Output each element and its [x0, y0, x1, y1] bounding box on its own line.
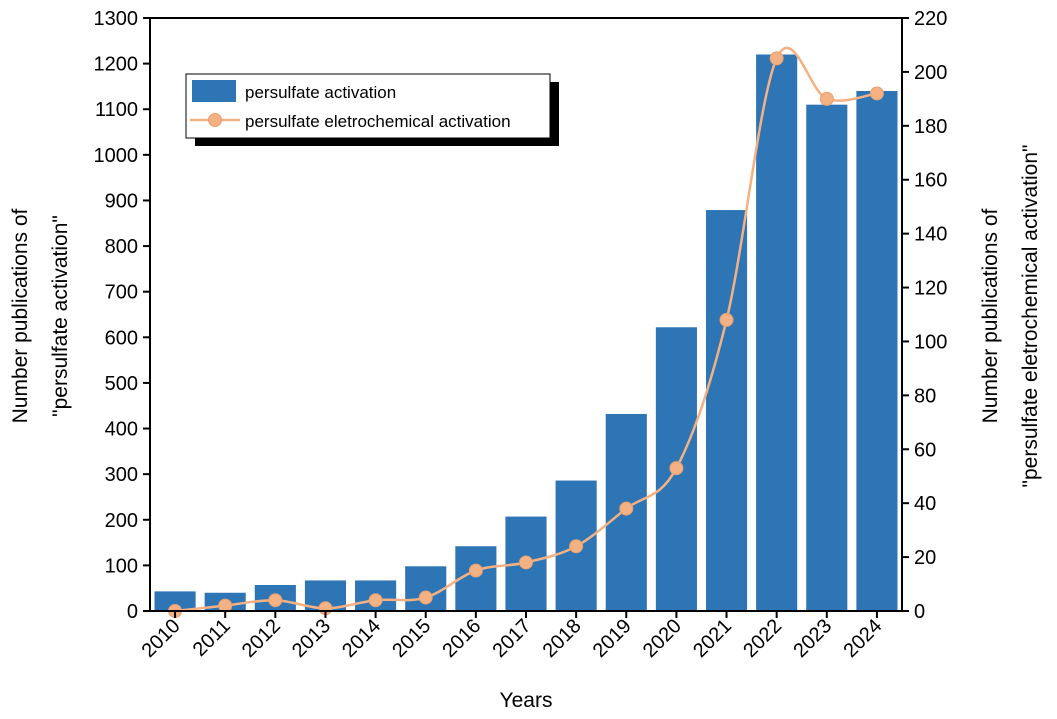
legend-label-line: persulfate eletrochemical activation [245, 112, 511, 131]
x-tick-labels: 2010 2011 2012 2013 2014 2015 2016 2017 2018 2019… [138, 615, 887, 662]
left-y-tick-label: 500 [105, 373, 138, 395]
legend-label-bar: persulfate activation [245, 83, 396, 102]
x-tick-label: 2022 [739, 615, 786, 662]
right-y-tick-label: 100 [914, 331, 947, 353]
left-y-tick-label: 1000 [94, 145, 139, 167]
left-y-tick-label: 1200 [94, 54, 139, 76]
legend-swatch-bar [192, 80, 236, 102]
legend-box [185, 73, 551, 139]
legend: persulfate activation persulfate eletroc… [185, 73, 559, 146]
left-y-tick-label: 100 [105, 555, 138, 577]
right-y-tick-labels: 0 20 40 60 80 100 120 140 160 180 200 220 [914, 8, 947, 623]
bar-2022 [756, 54, 798, 611]
right-y-tick-label: 200 [914, 62, 947, 84]
bar-2024 [856, 90, 898, 611]
line-point-2017 [519, 555, 533, 570]
x-tick-label: 2021 [689, 615, 736, 662]
axes [143, 17, 909, 618]
line-point-2023 [819, 91, 834, 106]
left-y-tick-label: 400 [105, 419, 138, 441]
line-point-2012 [268, 593, 283, 608]
x-tick-label: 2017 [489, 615, 536, 662]
right-y-tick-label: 140 [914, 224, 947, 246]
x-tick-label: 2011 [189, 615, 235, 661]
bar-2010 [154, 591, 196, 611]
x-tick-label: 2013 [288, 615, 335, 662]
x-tick-label: 2019 [589, 615, 636, 662]
right-y-axis-title: Number publications of "persulfate eletr… [979, 145, 1042, 488]
x-tick-label: 2016 [438, 615, 485, 662]
x-axis-title: Years [500, 689, 553, 712]
right-y-tick-label: 160 [914, 170, 947, 192]
line-point-2014 [368, 593, 383, 608]
line-point-2022 [769, 51, 784, 66]
left-y-tick-label: 300 [105, 464, 138, 486]
left-y-tick-label: 600 [105, 327, 138, 349]
left-y-tick-label: 800 [105, 236, 138, 258]
bar-2023 [806, 104, 848, 612]
x-tick-label: 2020 [639, 615, 686, 662]
right-y-tick-label: 60 [914, 439, 936, 461]
right-y-tick-label: 120 [914, 278, 947, 300]
right-y-tick-label: 20 [914, 547, 936, 569]
x-tick-label: 2010 [138, 615, 185, 662]
svg-text:"persulfate activation": "persulfate activation" [49, 215, 72, 417]
line-point-2021 [719, 312, 734, 327]
line-point-2020 [669, 461, 684, 476]
x-tick-label: 2024 [839, 615, 886, 662]
right-y-tick-label: 80 [914, 385, 936, 407]
line-point-2015 [418, 590, 433, 605]
left-y-axis-title: Number publications of "persulfate activ… [9, 208, 72, 423]
line-point-2024 [869, 86, 884, 101]
right-y-tick-label: 0 [914, 601, 925, 623]
x-tick-label: 2023 [789, 615, 836, 662]
bar-2021 [705, 210, 748, 611]
x-tick-label: 2012 [238, 615, 285, 662]
svg-text:Number publications of: Number publications of [9, 208, 32, 423]
left-y-tick-label: 0 [127, 601, 138, 623]
right-y-tick-label: 180 [914, 116, 947, 138]
left-y-tick-label: 700 [105, 282, 138, 304]
left-y-tick-label: 1300 [94, 8, 139, 30]
x-tick-label: 2014 [338, 615, 385, 662]
svg-text:"persulfate eletrochemical act: "persulfate eletrochemical activation" [1019, 145, 1042, 488]
line-point-2018 [569, 539, 584, 554]
x-tick-label: 2015 [388, 615, 435, 662]
svg-text:Number publications of: Number publications of [979, 208, 1002, 423]
left-y-tick-label: 900 [105, 190, 138, 212]
x-tick-label: 2018 [539, 615, 586, 662]
right-y-tick-label: 40 [914, 493, 936, 515]
left-y-tick-label: 1100 [95, 99, 138, 121]
left-y-tick-label: 200 [105, 510, 138, 532]
line-point-2016 [468, 563, 483, 578]
left-y-tick-labels: 0 100 200 300 400 500 600 700 800 900 1000 1100 1200… [94, 8, 139, 623]
line-point-2019 [619, 501, 634, 516]
line-series [168, 46, 884, 618]
legend-swatch-marker [208, 113, 222, 127]
right-y-tick-label: 220 [914, 8, 947, 30]
